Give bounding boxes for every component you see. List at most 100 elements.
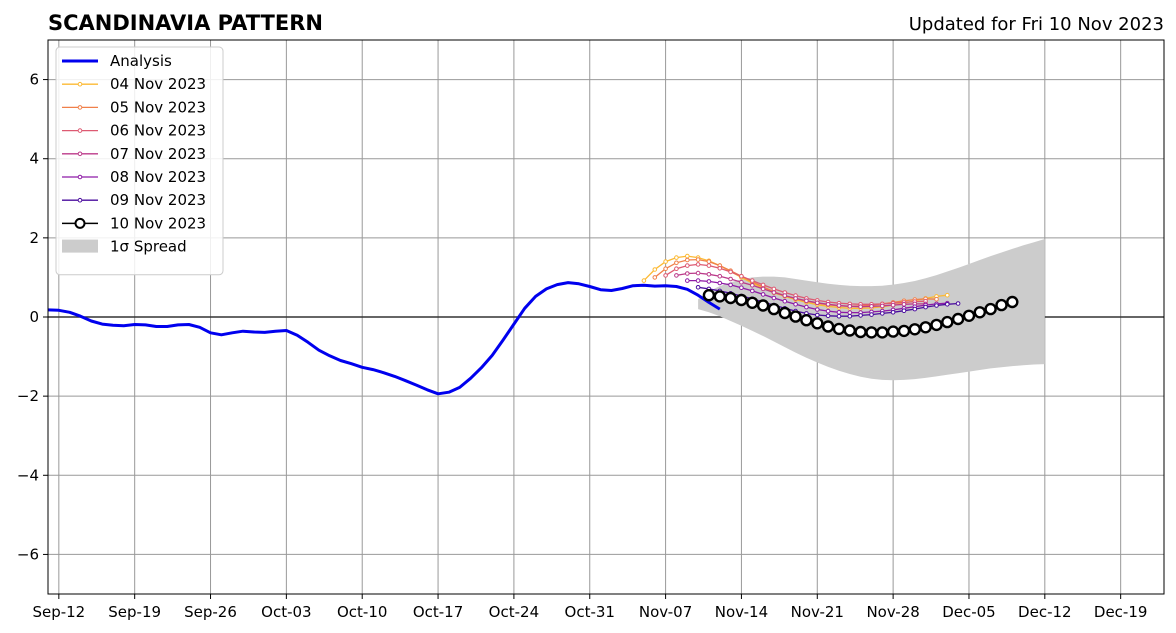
forecast-point [821,320,835,333]
y-tick-label: −6 [17,545,39,563]
y-tick-label: −4 [17,466,39,484]
analysis-line [47,281,721,396]
legend-frame [55,46,224,276]
forecast-point [912,306,918,312]
forecast-point [685,271,690,276]
legend-label: 06 Nov 2023 [110,122,206,140]
forecast-point [717,266,723,271]
forecast-point [685,257,690,263]
forecast-point [760,286,766,292]
forecast-point [854,325,867,339]
forecast-point [713,290,726,303]
legend-marker [77,151,83,157]
x-tick-label: Nov-07 [639,603,692,621]
forecast-point [728,269,733,275]
legend-entry: 09 Nov 2023 [62,191,206,209]
legend-label: 08 Nov 2023 [110,168,206,186]
forecast-point [800,314,813,327]
forecast-point [782,298,788,304]
forecast-point [901,302,907,307]
x-tick-label: Nov-14 [715,603,768,621]
forecast-point [811,317,824,330]
forecast-point [778,306,791,320]
x-tick-label: Dec-12 [1018,603,1072,621]
forecast-point [955,301,961,306]
forecast-point [739,279,744,285]
legend-marker [77,128,83,133]
x-tick-label: Oct-24 [489,603,539,621]
forecast-point [706,259,712,264]
forecast-point [793,296,798,301]
forecast-point [858,304,863,310]
x-tick-label: Nov-28 [866,603,919,621]
forecast-point [789,310,802,323]
forecast-point [746,296,759,309]
forecast-point [756,299,770,312]
x-tick-label: Oct-03 [261,603,311,621]
x-tick-label: Sep-19 [108,603,161,621]
forecast-point [685,278,690,283]
forecast-point [735,293,748,307]
legend-marker [77,105,83,110]
forecast-point [728,282,733,288]
y-tick-label: 2 [29,229,39,247]
forecast-point [760,282,766,288]
forecast-point [674,255,679,260]
x-tick-label: Dec-05 [942,603,996,621]
forecast-point [706,263,712,268]
forecast-point [750,288,755,294]
forecast-point [984,302,997,316]
forecast-point [804,304,809,310]
forecast-point [695,270,701,276]
x-tick-label: Sep-26 [184,603,237,621]
forecast-point [728,276,733,282]
forecast-point [880,311,885,316]
x-axis: Sep-12 Sep-19 Sep-26 Oct-03 Oct-10 Oct-17 Oct-… [32,594,1147,621]
forecast-point [843,324,856,337]
forecast-point [836,310,842,315]
forecast-point [750,283,755,288]
forecast-point [951,312,965,326]
forecast-point [702,289,716,302]
legend-label: 04 Nov 2023 [110,75,206,93]
forecast-point [945,302,950,307]
forecast-point [674,266,679,272]
legend-marker [74,217,86,229]
legend-label: 07 Nov 2023 [110,145,206,163]
forecast-point [869,312,874,317]
forecast-point [865,326,878,339]
forecast-point [815,300,820,306]
legend-label: Analysis [110,52,172,70]
x-tick-label: Sep-12 [32,603,85,621]
forecast-point [674,273,679,278]
y-tick-label: −2 [17,387,39,405]
forecast-point [695,262,701,267]
forecast-point [934,296,939,302]
forecast-point [771,295,777,301]
forecast-point [832,322,846,336]
forecast-point [836,313,842,319]
forecast-point [934,303,939,308]
forecast-point [941,315,954,329]
forecast-point [750,278,755,283]
forecast-point [815,312,820,318]
forecast-point [739,285,744,291]
legend-entry: 06 Nov 2023 [62,122,206,140]
forecast-point [919,321,932,334]
x-tick-label: Oct-17 [413,603,463,621]
forecast-point [739,273,744,279]
forecast-point [973,306,986,319]
legend-entry: 08 Nov 2023 [62,168,206,186]
forecast-point [890,310,896,315]
forecast-point [652,275,658,280]
forecast-point [652,267,658,272]
chart-subtitle: Updated for Fri 10 Nov 2023 [909,14,1164,35]
legend-label: 10 Nov 2023 [110,214,206,232]
y-tick-label: 6 [29,71,39,89]
legend-marker [77,81,83,87]
forecast-point [767,302,781,316]
forecast-point [685,253,690,259]
forecast-point [825,302,831,307]
forecast-series-layer [641,253,1019,339]
legend-swatch [62,239,98,253]
